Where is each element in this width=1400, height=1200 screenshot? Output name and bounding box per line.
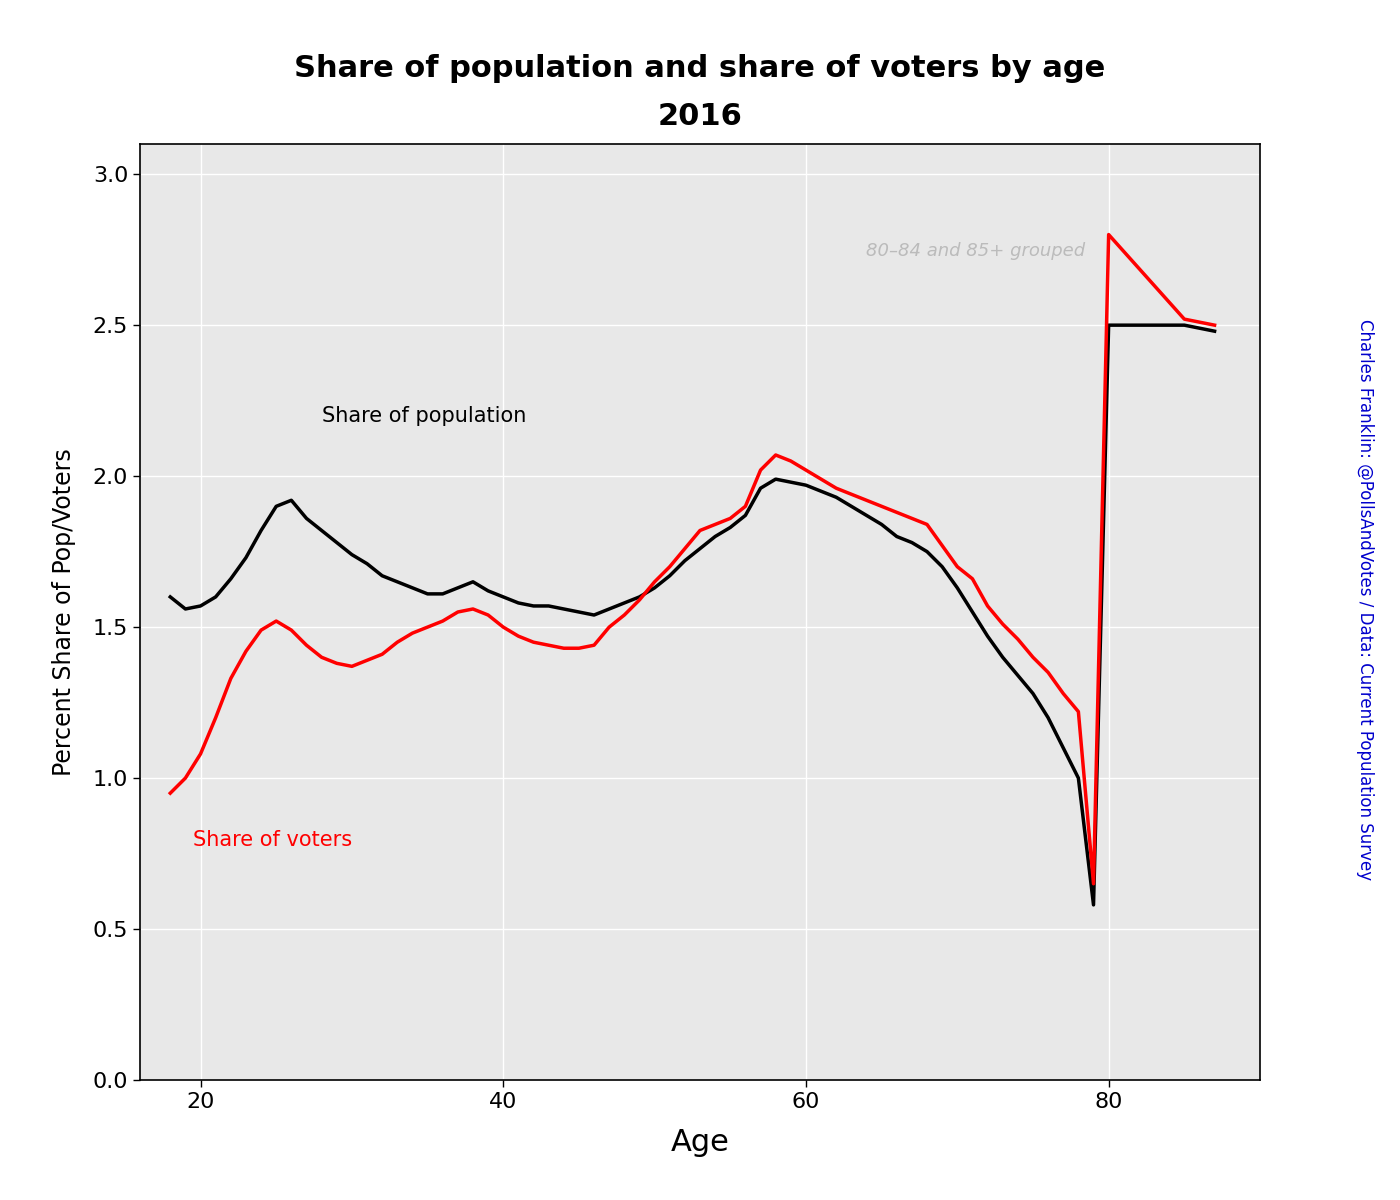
- X-axis label: Age: Age: [671, 1128, 729, 1158]
- Text: Share of population: Share of population: [322, 406, 526, 426]
- Text: 80–84 and 85+ grouped: 80–84 and 85+ grouped: [867, 241, 1085, 259]
- Y-axis label: Percent Share of Pop/Voters: Percent Share of Pop/Voters: [52, 448, 76, 776]
- Text: Charles Franklin: @PollsAndVotes / Data: Current Population Survey: Charles Franklin: @PollsAndVotes / Data:…: [1357, 319, 1373, 881]
- Text: Share of voters: Share of voters: [193, 830, 351, 850]
- Text: Share of population and share of voters by age: Share of population and share of voters …: [294, 54, 1106, 83]
- Text: 2016: 2016: [658, 102, 742, 131]
